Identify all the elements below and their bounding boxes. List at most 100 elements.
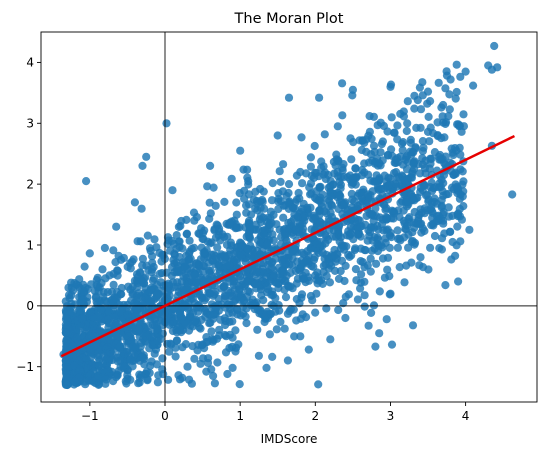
data-point [366, 254, 375, 263]
data-point [157, 269, 166, 278]
data-point [165, 347, 174, 356]
data-point [143, 375, 152, 384]
data-point [334, 305, 343, 315]
data-point [142, 152, 151, 161]
data-point [255, 240, 264, 249]
data-point [267, 259, 276, 268]
data-point [454, 209, 463, 218]
data-point [393, 121, 402, 130]
data-point [410, 196, 419, 205]
data-point [206, 310, 215, 319]
data-point [353, 295, 362, 304]
data-point [420, 164, 430, 173]
data-point [298, 179, 307, 188]
data-point [425, 137, 434, 146]
data-point [190, 243, 199, 252]
data-point [306, 162, 315, 171]
data-point [445, 105, 454, 114]
data-point [272, 325, 281, 334]
data-point [366, 150, 376, 159]
data-point [201, 293, 211, 302]
data-point [406, 138, 415, 147]
data-point [277, 255, 286, 265]
data-point [108, 355, 117, 365]
data-point [63, 380, 72, 390]
data-point [193, 346, 202, 355]
data-point [190, 354, 199, 363]
data-point [367, 308, 376, 317]
data-point [259, 296, 268, 305]
data-point [351, 164, 360, 173]
data-point [90, 324, 99, 333]
data-point [138, 254, 147, 263]
data-point [103, 366, 112, 375]
data-point [364, 321, 373, 330]
data-point [338, 209, 347, 219]
data-point [150, 235, 159, 244]
data-point [236, 146, 245, 155]
data-point [93, 373, 102, 382]
data-point [451, 94, 460, 103]
data-point [279, 160, 288, 169]
data-point [396, 109, 405, 118]
data-point [228, 363, 237, 372]
data-point [393, 234, 403, 243]
data-point [251, 187, 260, 196]
data-point [292, 195, 301, 204]
data-point [119, 253, 128, 263]
data-point [364, 190, 373, 199]
data-point [175, 237, 184, 246]
data-point [373, 233, 382, 242]
data-point [231, 326, 240, 335]
data-point [235, 380, 244, 389]
data-point [437, 203, 446, 212]
data-point [451, 180, 460, 189]
data-point [338, 166, 347, 175]
data-point [341, 292, 350, 301]
data-point [279, 267, 288, 276]
data-point [305, 183, 314, 192]
data-point [244, 180, 253, 189]
data-point [184, 326, 194, 335]
data-point [290, 204, 300, 213]
data-point [306, 203, 315, 212]
data-point [145, 244, 155, 253]
data-point [115, 342, 125, 351]
data-point [268, 179, 277, 188]
data-point [365, 127, 374, 136]
data-point [137, 353, 146, 362]
data-point [178, 343, 187, 352]
x-tick-label: 0 [161, 409, 169, 423]
data-point [70, 377, 79, 386]
x-axis-label: IMDScore [261, 432, 318, 446]
data-point [199, 248, 208, 257]
data-point [88, 313, 97, 322]
data-point [183, 265, 192, 274]
data-point [258, 195, 267, 205]
data-point [254, 351, 263, 360]
data-point [240, 186, 249, 195]
data-point [351, 244, 360, 253]
data-point [318, 248, 327, 257]
data-point [427, 198, 436, 207]
data-point [93, 353, 103, 362]
data-point [118, 332, 127, 341]
plot-frame [40, 31, 538, 403]
data-point [128, 290, 137, 299]
data-point [309, 211, 318, 220]
data-point [508, 190, 517, 199]
data-point [171, 352, 180, 361]
data-point [275, 167, 284, 176]
data-point [459, 177, 468, 186]
data-point [61, 328, 70, 337]
data-point [456, 72, 465, 81]
data-point [348, 85, 357, 94]
data-point [383, 265, 392, 274]
data-point [223, 369, 232, 379]
data-point [410, 207, 419, 217]
data-point [123, 311, 132, 320]
data-point [310, 141, 319, 151]
data-point [152, 360, 161, 369]
data-point [123, 374, 132, 383]
data-point [220, 197, 229, 206]
